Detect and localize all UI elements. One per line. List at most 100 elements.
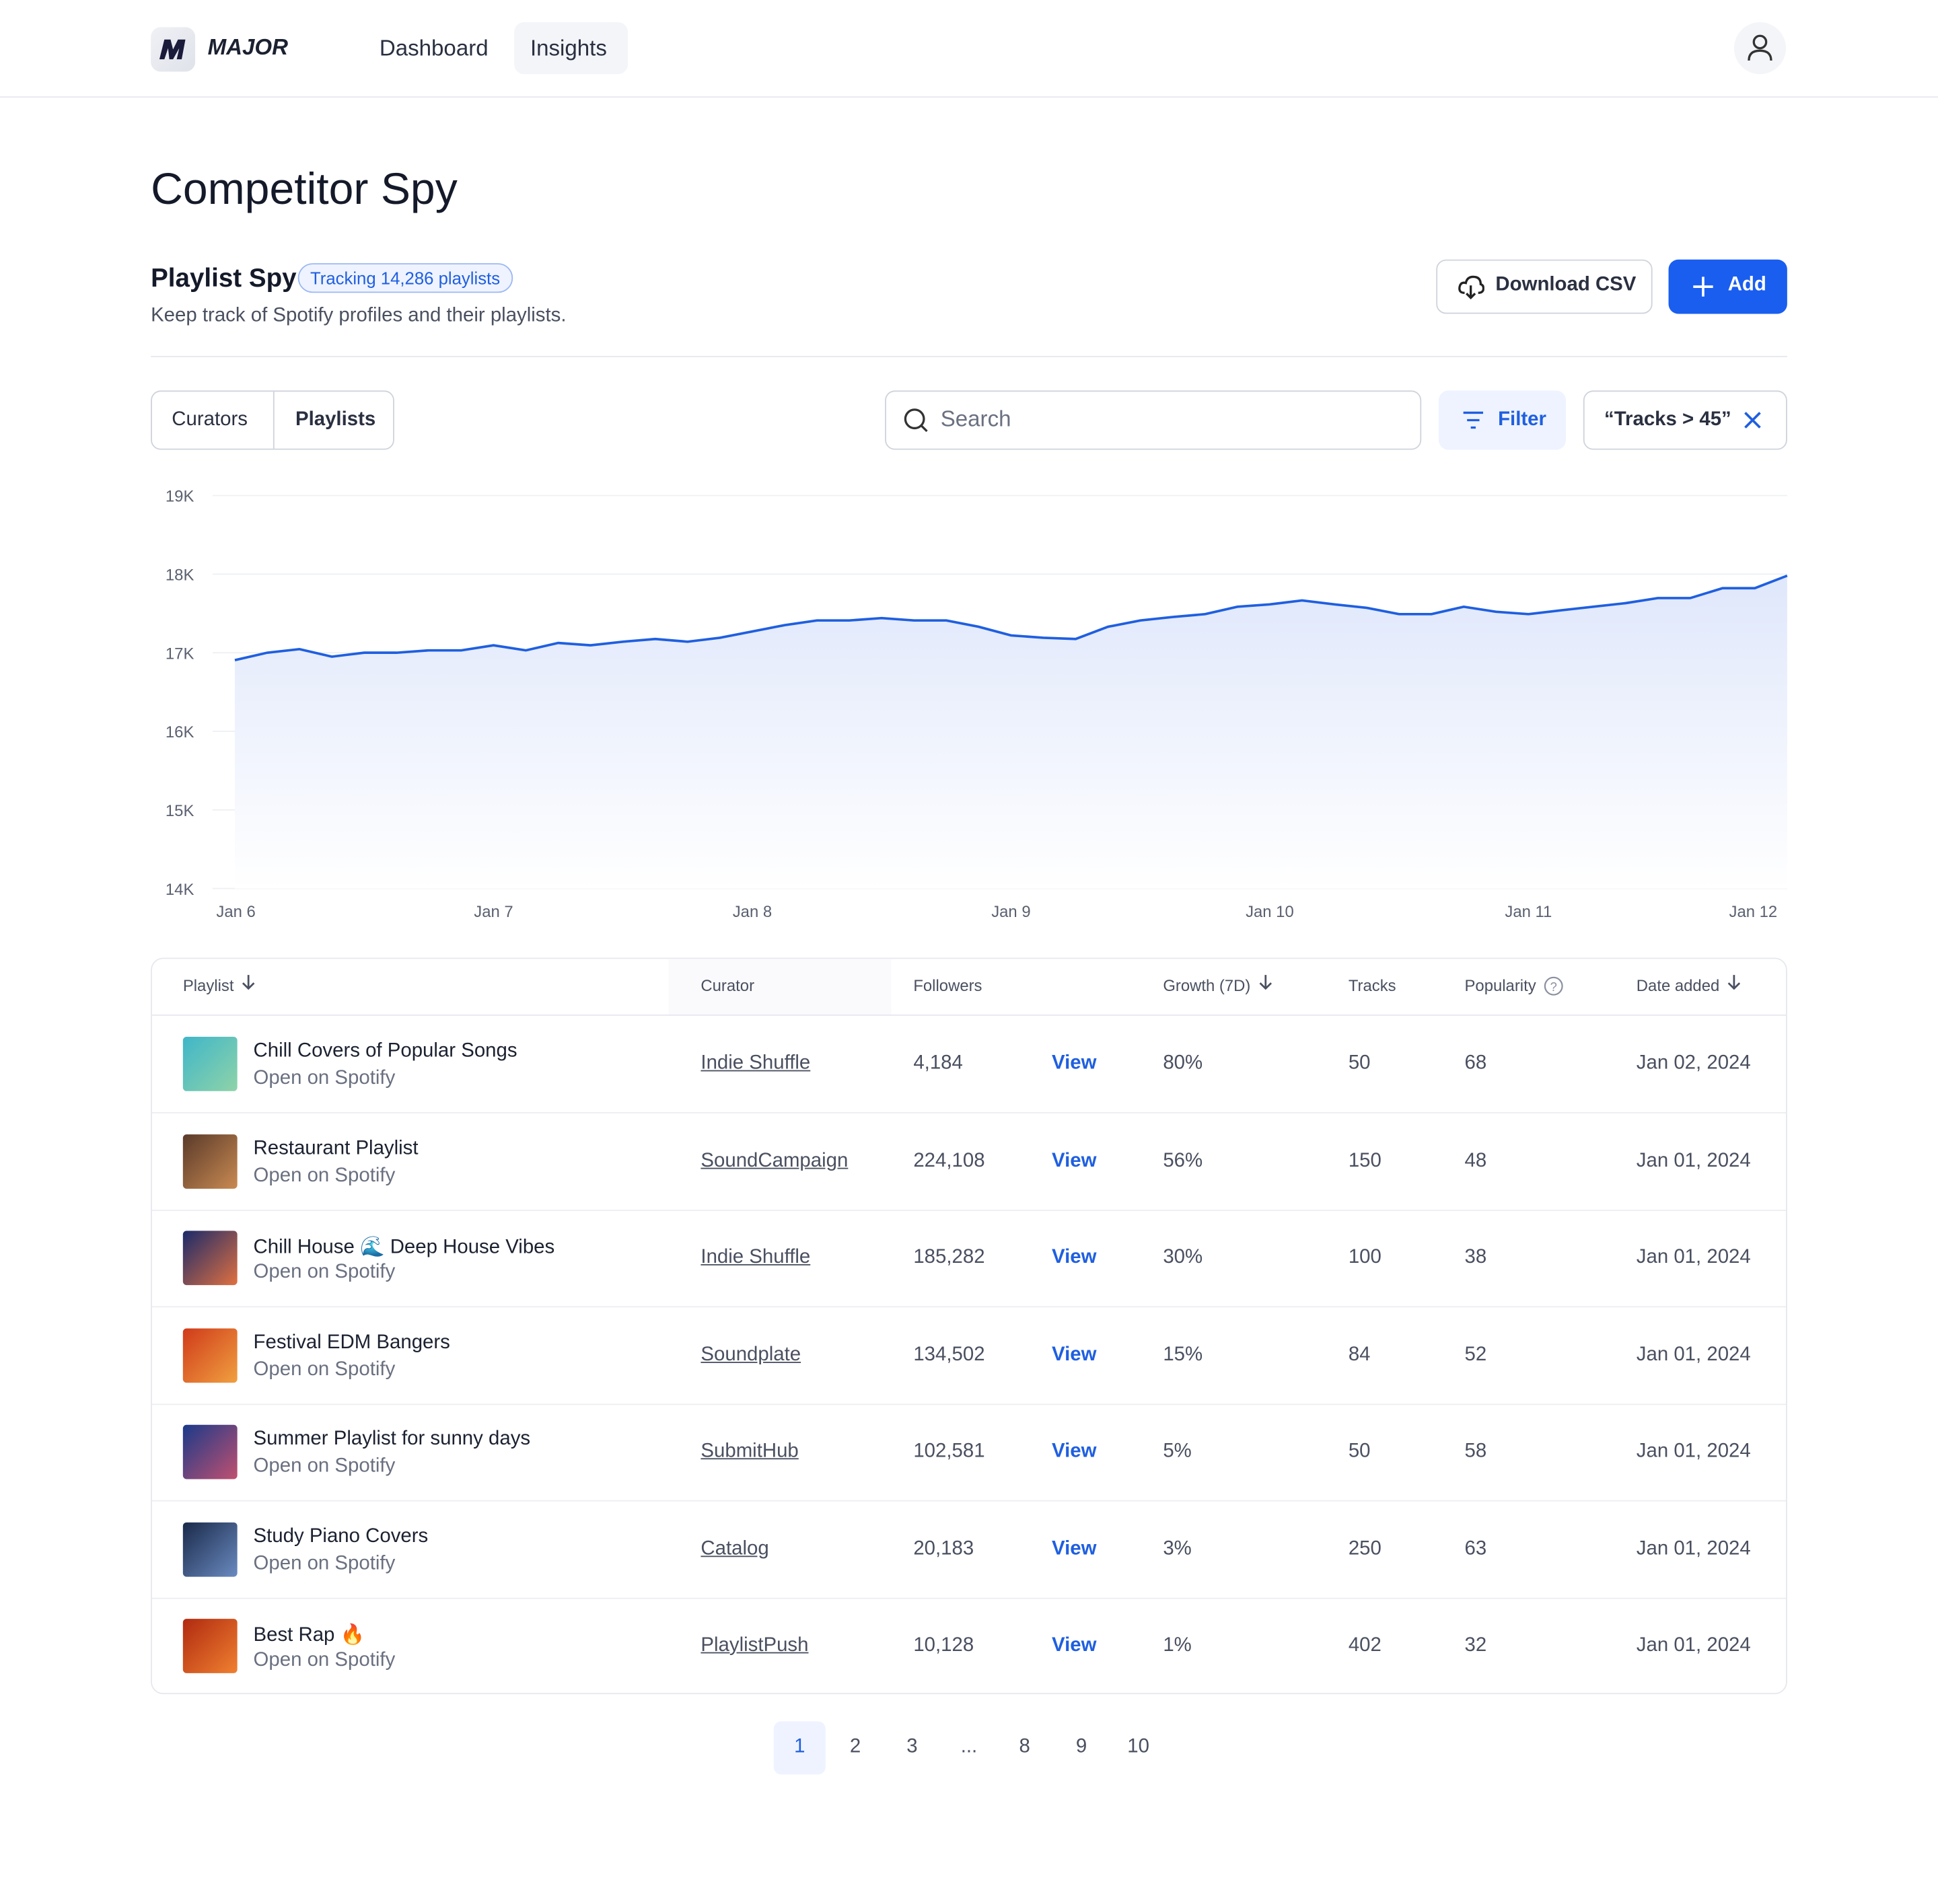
followers: 102,581	[913, 1440, 985, 1462]
view-link[interactable]: View	[1052, 1052, 1097, 1074]
playlist-name: Restaurant Playlist	[253, 1137, 419, 1159]
open-link[interactable]: Open on Spotify	[253, 1165, 396, 1186]
view-link[interactable]: View	[1052, 1247, 1097, 1268]
plus-icon	[1693, 277, 1713, 297]
followers: 185,282	[913, 1247, 985, 1268]
playlist-name: Best Rap 🔥	[253, 1625, 365, 1646]
open-link[interactable]: Open on Spotify	[253, 1261, 396, 1283]
curator-link[interactable]: SoundCampaign	[701, 1150, 849, 1171]
nav-link[interactable]: Dashboard	[379, 36, 489, 61]
growth: 1%	[1163, 1634, 1192, 1656]
filter-button[interactable]	[1438, 390, 1567, 450]
sort-icon[interactable]	[1258, 974, 1272, 994]
popularity: 48	[1464, 1150, 1487, 1171]
remove-filter-icon[interactable]	[1742, 409, 1764, 431]
logo[interactable]	[151, 27, 196, 72]
add-button[interactable]	[1668, 259, 1787, 314]
help-icon[interactable]: ?	[1544, 976, 1563, 1002]
tracks: 100	[1348, 1247, 1381, 1268]
page-link[interactable]: 1	[794, 1736, 805, 1757]
popularity: 32	[1464, 1634, 1487, 1656]
curator-link[interactable]: Indie Shuffle	[701, 1247, 811, 1268]
popularity: 38	[1464, 1247, 1487, 1268]
page-link[interactable]: 8	[1019, 1736, 1030, 1757]
x-tick-label: Jan 7	[474, 903, 513, 921]
playlist-cover	[182, 1521, 238, 1576]
curator-link[interactable]: Soundplate	[701, 1344, 801, 1365]
tracks: 50	[1348, 1440, 1371, 1462]
x-tick-label: Jan 9	[991, 903, 1030, 921]
open-link[interactable]: Open on Spotify	[253, 1649, 396, 1671]
curator-link[interactable]: SubmitHub	[701, 1440, 799, 1462]
followers: 134,502	[913, 1344, 985, 1365]
nav-link[interactable]: Insights	[530, 36, 607, 61]
page-link[interactable]: 9	[1075, 1736, 1087, 1757]
curator-link[interactable]: Indie Shuffle	[701, 1052, 811, 1074]
column-header: Curator	[701, 976, 755, 995]
view-link[interactable]: View	[1052, 1344, 1097, 1365]
top-bar	[0, 0, 1938, 98]
followers: 224,108	[913, 1150, 985, 1171]
sort-icon[interactable]	[242, 974, 256, 994]
followers: 10,128	[913, 1634, 974, 1656]
x-tick-label: Jan 8	[733, 903, 772, 921]
tracking-badge: Tracking 14,286 playlists	[297, 263, 513, 293]
playlist-cover	[182, 1134, 238, 1188]
column-header: Popularity	[1464, 976, 1536, 995]
filter-label: Filter	[1498, 408, 1546, 431]
nav-active-bg	[514, 22, 629, 75]
popularity: 68	[1464, 1052, 1487, 1074]
curator-link[interactable]: Catalog	[701, 1537, 769, 1559]
popularity: 52	[1464, 1344, 1487, 1365]
view-link[interactable]: View	[1052, 1634, 1097, 1656]
open-link[interactable]: Open on Spotify	[253, 1358, 396, 1380]
growth: 30%	[1163, 1247, 1203, 1268]
column-header: Tracks	[1348, 976, 1396, 995]
tracks: 150	[1348, 1150, 1381, 1171]
line	[234, 575, 1788, 661]
tab[interactable]: Curators	[172, 408, 248, 431]
tracks: 84	[1348, 1344, 1371, 1365]
page-link[interactable]: ...	[960, 1736, 978, 1757]
x-tick-label: Jan 12	[1729, 903, 1778, 921]
open-link[interactable]: Open on Spotify	[253, 1552, 396, 1574]
sort-icon[interactable]	[1727, 974, 1742, 994]
page-link[interactable]: 2	[849, 1736, 861, 1757]
view-link[interactable]: View	[1052, 1537, 1097, 1559]
playlist-name: Chill House 🌊 Deep House Vibes	[253, 1237, 555, 1258]
chart: 14K 15K 16K 17K 18K 19K Jan 6 Jan 7 Jan 8 Jan 9 Ja…	[166, 488, 1788, 921]
filter-chip	[1583, 390, 1787, 450]
open-link[interactable]: Open on Spotify	[253, 1455, 396, 1477]
date-added: Jan 02, 2024	[1636, 1052, 1751, 1074]
date-added: Jan 01, 2024	[1636, 1537, 1751, 1559]
playlist-cover	[182, 1036, 238, 1091]
filter-icon	[1463, 411, 1484, 429]
popularity: 58	[1464, 1440, 1487, 1462]
date-added: Jan 01, 2024	[1636, 1247, 1751, 1268]
view-link[interactable]: View	[1052, 1150, 1097, 1171]
column-header: Followers	[913, 976, 982, 995]
row-divider	[151, 1500, 1787, 1502]
tab[interactable]: Playlists	[295, 408, 376, 431]
download-label: Download CSV	[1495, 274, 1637, 295]
view-link[interactable]: View	[1052, 1440, 1097, 1462]
page-title: Competitor Spy	[151, 163, 458, 214]
growth: 5%	[1163, 1440, 1192, 1462]
brand[interactable]: MAJOR	[207, 34, 288, 60]
download-button[interactable]	[1436, 259, 1653, 314]
open-link[interactable]: Open on Spotify	[253, 1067, 396, 1089]
svg-text:?: ?	[1550, 980, 1556, 994]
date-added: Jan 01, 2024	[1636, 1344, 1751, 1365]
filter-chip-label: “Tracks > 45”	[1604, 408, 1731, 431]
user-avatar[interactable]	[1733, 22, 1787, 75]
search-box[interactable]	[885, 390, 1422, 450]
tracks: 250	[1348, 1537, 1381, 1559]
page-link[interactable]: 10	[1127, 1736, 1149, 1757]
page-link[interactable]: 3	[906, 1736, 918, 1757]
row-divider	[151, 1014, 1787, 1016]
x-tick-label: Jan 11	[1505, 903, 1552, 921]
curator-link[interactable]: PlaylistPush	[701, 1634, 809, 1656]
date-added: Jan 01, 2024	[1636, 1150, 1751, 1171]
area	[234, 575, 1787, 889]
